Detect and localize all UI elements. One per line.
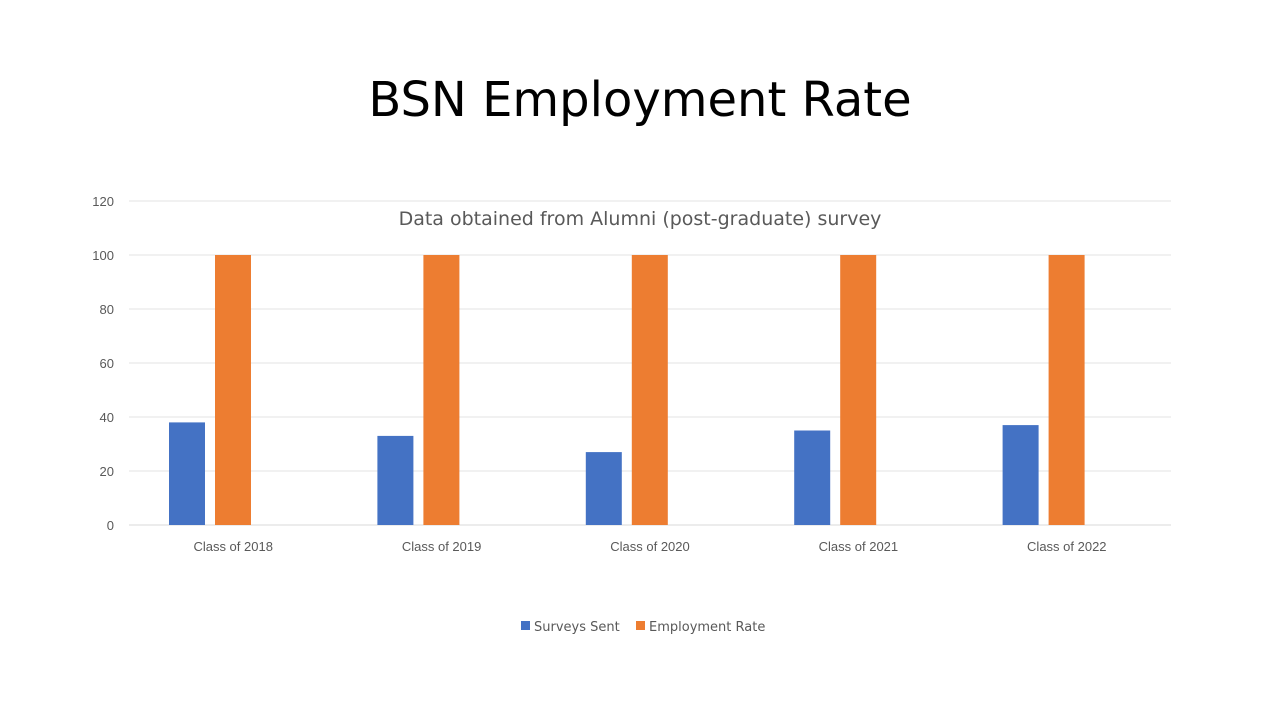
legend: Surveys Sent Employment Rate — [521, 620, 765, 635]
x-tick-label: Class of 2022 — [1027, 539, 1107, 554]
y-tick-label: 20 — [100, 464, 114, 479]
legend-label: Employment Rate — [649, 620, 765, 635]
bar-surveys-sent — [794, 430, 831, 525]
y-tick-label: 0 — [107, 518, 114, 533]
bars — [169, 255, 1085, 525]
bar-employment-rate — [215, 255, 251, 525]
y-tick-label: 40 — [100, 410, 114, 425]
y-tick-label: 80 — [100, 302, 114, 317]
slide-title: BSN Employment Rate — [368, 72, 912, 128]
x-tick-label: Class of 2021 — [819, 539, 899, 554]
chart-subtitle: Data obtained from Alumni (post-graduate… — [399, 208, 882, 230]
bar-employment-rate — [423, 255, 460, 525]
bar-employment-rate — [631, 255, 668, 525]
x-tick-label: Class of 2018 — [193, 539, 273, 554]
bar-surveys-sent — [1002, 425, 1039, 525]
bar-employment-rate — [1048, 255, 1085, 525]
x-tick-label: Class of 2020 — [610, 539, 690, 554]
bar-employment-rate — [840, 255, 877, 525]
x-axis-tick-labels: Class of 2018 Class of 2019 Class of 2020 C… — [193, 539, 1106, 554]
x-tick-label: Class of 2019 — [402, 539, 482, 554]
y-axis-tick-labels: 0 20 40 60 80 100 120 — [92, 194, 114, 533]
bar-surveys-sent — [585, 452, 622, 525]
y-tick-label: 120 — [92, 194, 114, 209]
bar-surveys-sent — [377, 435, 414, 525]
bar-surveys-sent — [169, 422, 205, 525]
legend-swatch — [521, 621, 530, 630]
legend-swatch — [636, 621, 645, 630]
y-tick-label: 60 — [100, 356, 114, 371]
y-tick-label: 100 — [92, 248, 114, 263]
legend-label: Surveys Sent — [534, 620, 620, 635]
